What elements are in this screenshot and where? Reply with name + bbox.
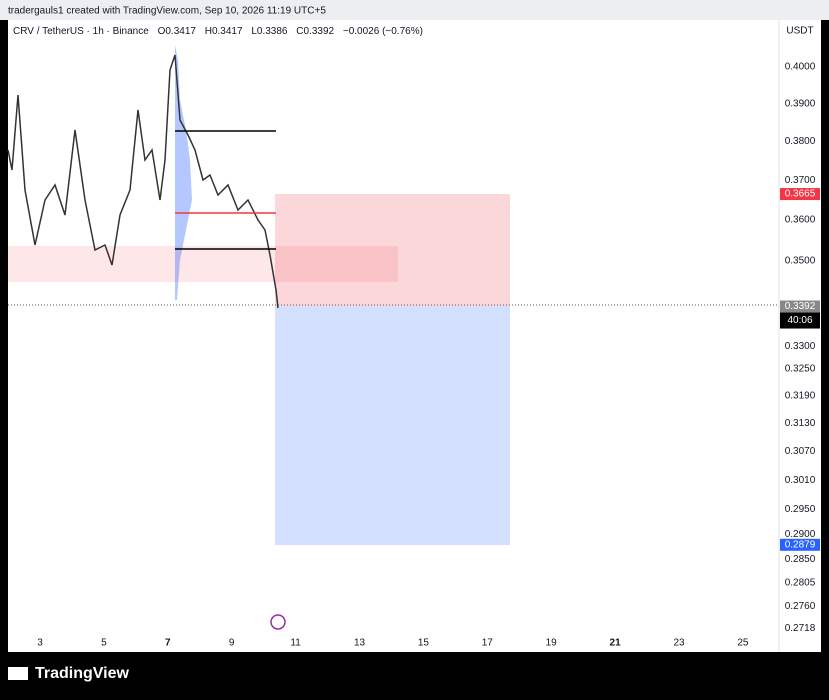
time-label: 17 — [482, 638, 494, 649]
time-label: 11 — [290, 638, 301, 649]
price-label: 0.3130 — [785, 418, 816, 429]
low: L0.3386 — [251, 26, 288, 37]
price-label: 0.3010 — [785, 475, 816, 486]
price-label: 0.3700 — [785, 175, 816, 186]
time-label: 7 — [165, 638, 171, 649]
stop-tag: 0.2879 — [785, 539, 816, 550]
price-label: 0.3250 — [785, 363, 816, 374]
change: −0.0026 (−0.76%) — [343, 26, 423, 37]
open: O0.3417 — [158, 26, 197, 37]
price-label: 0.2760 — [785, 601, 816, 612]
target-tag: 0.3665 — [785, 189, 816, 200]
currency: USDT — [786, 26, 813, 37]
price-label: 0.2900 — [785, 529, 816, 540]
logo-mark — [8, 667, 28, 680]
last-tag: 0.3392 — [785, 301, 816, 312]
time-label: 25 — [737, 638, 749, 649]
price-label: 0.3800 — [785, 136, 816, 147]
zone — [8, 246, 398, 282]
header-bar — [0, 0, 829, 20]
price-label: 0.3190 — [785, 390, 816, 401]
high: H0.3417 — [205, 26, 243, 37]
price-label: 0.3600 — [785, 215, 816, 226]
brand: TradingView — [35, 665, 130, 682]
time-label: 9 — [229, 638, 235, 649]
loss-box — [275, 306, 510, 545]
target-tag-bg — [780, 188, 820, 201]
time-label: 5 — [101, 638, 107, 649]
time-label: 13 — [354, 638, 366, 649]
countdown-bg — [780, 312, 820, 329]
price-label: 0.2805 — [785, 577, 816, 588]
price-label: 0.3900 — [785, 98, 816, 109]
price-label: 0.2950 — [785, 504, 816, 515]
price-line — [7, 54, 279, 309]
time-label: 3 — [37, 638, 43, 649]
price-label: 0.3500 — [785, 256, 816, 267]
chart-area — [8, 20, 821, 652]
stop-tag-bg — [780, 538, 820, 551]
price-label: 0.2718 — [785, 623, 816, 634]
countdown: 40:06 — [787, 315, 812, 326]
price-label: 0.2850 — [785, 554, 816, 565]
last-tag-bg — [780, 300, 820, 313]
price-label: 0.3300 — [785, 341, 816, 352]
price-label: 0.3070 — [785, 446, 816, 457]
time-label: 15 — [418, 638, 430, 649]
event-icon[interactable] — [270, 614, 286, 630]
profit-box — [275, 194, 510, 306]
time-label: 19 — [546, 638, 558, 649]
time-label: 23 — [673, 638, 685, 649]
legend: CRV / TetherUS · 1h · Binance O0.3417 H0… — [13, 26, 423, 37]
close: C0.3392 — [296, 26, 334, 37]
time-label: 21 — [610, 638, 622, 649]
credit: tradergauls1 created with TradingView.co… — [8, 6, 326, 17]
symbol: CRV / TetherUS · 1h · Binance — [13, 26, 149, 37]
price-label: 0.4000 — [785, 62, 816, 73]
